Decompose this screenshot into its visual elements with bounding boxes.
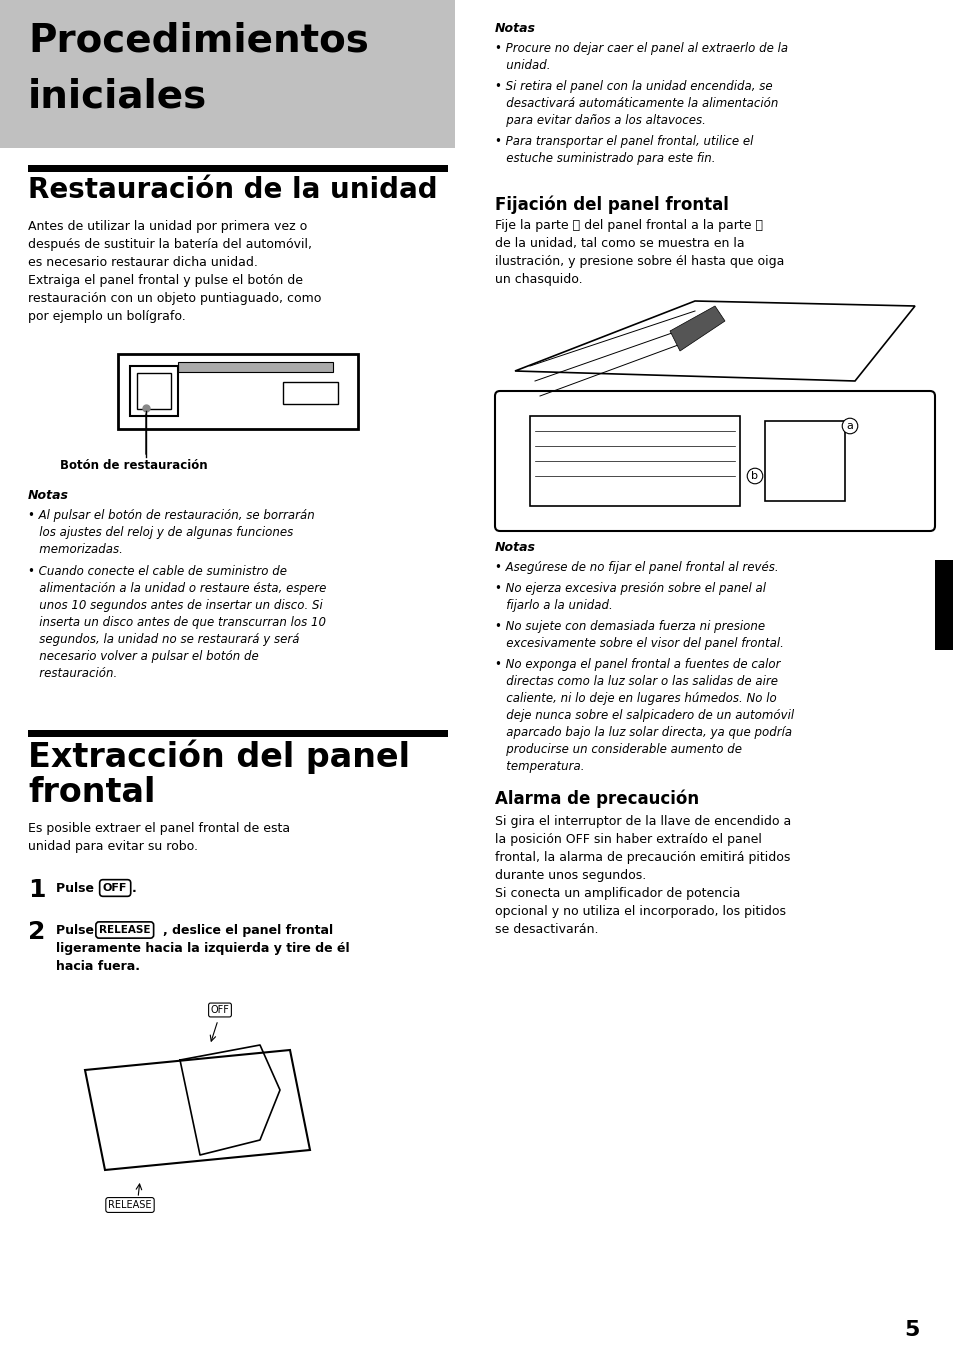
Text: Notas: Notas (495, 541, 536, 554)
Text: , deslice el panel frontal: , deslice el panel frontal (163, 923, 333, 937)
Text: • Asegúrese de no fijar el panel frontal al revés.: • Asegúrese de no fijar el panel frontal… (495, 561, 778, 575)
Text: memorizadas.: memorizadas. (28, 544, 123, 556)
Text: • Si retira el panel con la unidad encendida, se: • Si retira el panel con la unidad encen… (495, 80, 772, 93)
Bar (130, 366, 178, 416)
Text: desactivará automáticamente la alimentación: desactivará automáticamente la alimentac… (495, 97, 778, 110)
Text: caliente, ni lo deje en lugares húmedos. No lo: caliente, ni lo deje en lugares húmedos.… (495, 692, 776, 704)
Bar (530, 416, 740, 506)
Bar (764, 420, 844, 502)
Text: temperatura.: temperatura. (495, 760, 584, 773)
Text: 2: 2 (28, 919, 46, 944)
Text: b: b (751, 470, 758, 481)
Bar (118, 354, 357, 429)
Text: • Procure no dejar caer el panel al extraerlo de la: • Procure no dejar caer el panel al extr… (495, 42, 787, 55)
Text: es necesario restaurar dicha unidad.: es necesario restaurar dicha unidad. (28, 256, 257, 269)
Text: OFF: OFF (103, 883, 128, 894)
Text: Notas: Notas (28, 489, 69, 502)
Text: restauración con un objeto puntiaguado, como: restauración con un objeto puntiaguado, … (28, 292, 321, 306)
Text: por ejemplo un bolígrafo.: por ejemplo un bolígrafo. (28, 310, 186, 323)
Text: • No ejerza excesiva presión sobre el panel al: • No ejerza excesiva presión sobre el pa… (495, 581, 765, 595)
Text: deje nunca sobre el salpicadero de un automóvil: deje nunca sobre el salpicadero de un au… (495, 708, 793, 722)
Text: Pulse: Pulse (56, 882, 98, 895)
Text: Restauración de la unidad: Restauración de la unidad (28, 176, 437, 204)
Bar (283, 383, 337, 404)
Text: excesivamente sobre el visor del panel frontal.: excesivamente sobre el visor del panel f… (495, 637, 783, 650)
Text: después de sustituir la batería del automóvil,: después de sustituir la batería del auto… (28, 238, 312, 251)
Text: • No exponga el panel frontal a fuentes de calor: • No exponga el panel frontal a fuentes … (495, 658, 780, 671)
Text: Es posible extraer el panel frontal de esta: Es posible extraer el panel frontal de e… (28, 822, 290, 836)
Text: necesario volver a pulsar el botón de: necesario volver a pulsar el botón de (28, 650, 258, 662)
Text: unidad para evitar su robo.: unidad para evitar su robo. (28, 840, 198, 853)
Text: ligeramente hacia la izquierda y tire de él: ligeramente hacia la izquierda y tire de… (56, 942, 349, 955)
Text: directas como la luz solar o las salidas de aire: directas como la luz solar o las salidas… (495, 675, 778, 688)
Text: Extracción del panel: Extracción del panel (28, 740, 410, 775)
Text: la posición OFF sin haber extraído el panel: la posición OFF sin haber extraído el pa… (495, 833, 761, 846)
Text: iniciales: iniciales (28, 78, 207, 116)
Bar (0, 0, 455, 147)
Text: ilustración, y presione sobre él hasta que oiga: ilustración, y presione sobre él hasta q… (495, 256, 783, 268)
Text: Extraiga el panel frontal y pulse el botón de: Extraiga el panel frontal y pulse el bot… (28, 274, 303, 287)
Text: .: . (132, 882, 136, 895)
Text: opcional y no utiliza el incorporado, los pitidos: opcional y no utiliza el incorporado, lo… (495, 904, 785, 918)
Text: hacia fuera.: hacia fuera. (56, 960, 140, 973)
Text: unos 10 segundos antes de insertar un disco. Si: unos 10 segundos antes de insertar un di… (28, 599, 322, 612)
Text: los ajustes del reloj y de algunas funciones: los ajustes del reloj y de algunas funci… (28, 526, 293, 539)
Text: frontal: frontal (28, 776, 155, 808)
Text: unidad.: unidad. (495, 59, 550, 72)
Text: Notas: Notas (495, 22, 536, 35)
Text: a: a (845, 420, 853, 431)
Text: restauración.: restauración. (28, 667, 117, 680)
Text: alimentación a la unidad o restaure ésta, espere: alimentación a la unidad o restaure ésta… (28, 581, 326, 595)
Text: para evitar daños a los altavoces.: para evitar daños a los altavoces. (495, 114, 705, 127)
Text: • Cuando conecte el cable de suministro de: • Cuando conecte el cable de suministro … (28, 565, 287, 579)
Polygon shape (515, 301, 914, 381)
Text: Botón de restauración: Botón de restauración (60, 458, 208, 472)
Text: 5: 5 (903, 1320, 919, 1340)
Text: RELEASE: RELEASE (108, 1201, 152, 1210)
Text: estuche suministrado para este fin.: estuche suministrado para este fin. (495, 151, 715, 165)
Text: Procedimientos: Procedimientos (28, 22, 369, 59)
Text: segundos, la unidad no se restaurará y será: segundos, la unidad no se restaurará y s… (28, 633, 299, 646)
Text: • No sujete con demasiada fuerza ni presione: • No sujete con demasiada fuerza ni pres… (495, 621, 764, 633)
Text: RELEASE: RELEASE (99, 925, 151, 936)
Text: producirse un considerable aumento de: producirse un considerable aumento de (495, 744, 741, 756)
Text: • Al pulsar el botón de restauración, se borrarán: • Al pulsar el botón de restauración, se… (28, 508, 314, 522)
Text: inserta un disco antes de que transcurran los 10: inserta un disco antes de que transcurra… (28, 617, 326, 629)
Bar (28, 165, 448, 172)
Text: Si gira el interruptor de la llave de encendido a: Si gira el interruptor de la llave de en… (495, 815, 790, 827)
Text: frontal, la alarma de precaución emitirá pitidos: frontal, la alarma de precaución emitirá… (495, 850, 789, 864)
Text: Si conecta un amplificador de potencia: Si conecta un amplificador de potencia (495, 887, 740, 900)
Text: 1: 1 (28, 877, 46, 902)
Text: Antes de utilizar la unidad por primera vez o: Antes de utilizar la unidad por primera … (28, 220, 307, 233)
Text: de la unidad, tal como se muestra en la: de la unidad, tal como se muestra en la (495, 237, 744, 250)
Text: fijarlo a la unidad.: fijarlo a la unidad. (495, 599, 612, 612)
Text: • Para transportar el panel frontal, utilice el: • Para transportar el panel frontal, uti… (495, 135, 753, 147)
Text: durante unos segundos.: durante unos segundos. (495, 869, 645, 882)
Text: Fije la parte ⓐ del panel frontal a la parte ⓑ: Fije la parte ⓐ del panel frontal a la p… (495, 219, 762, 233)
Bar (934, 560, 953, 650)
Text: Fijación del panel frontal: Fijación del panel frontal (495, 195, 728, 214)
Text: aparcado bajo la luz solar directa, ya que podría: aparcado bajo la luz solar directa, ya q… (495, 726, 791, 740)
Text: se desactivarán.: se desactivarán. (495, 923, 598, 936)
Text: un chasquido.: un chasquido. (495, 273, 582, 287)
Bar (28, 730, 448, 737)
Text: Alarma de precaución: Alarma de precaución (495, 790, 699, 807)
Polygon shape (669, 306, 724, 352)
Bar (178, 362, 333, 372)
Bar (137, 373, 171, 410)
Text: Pulse: Pulse (56, 923, 98, 937)
Text: OFF: OFF (211, 1005, 230, 1015)
FancyBboxPatch shape (495, 391, 934, 531)
Polygon shape (85, 1051, 310, 1169)
